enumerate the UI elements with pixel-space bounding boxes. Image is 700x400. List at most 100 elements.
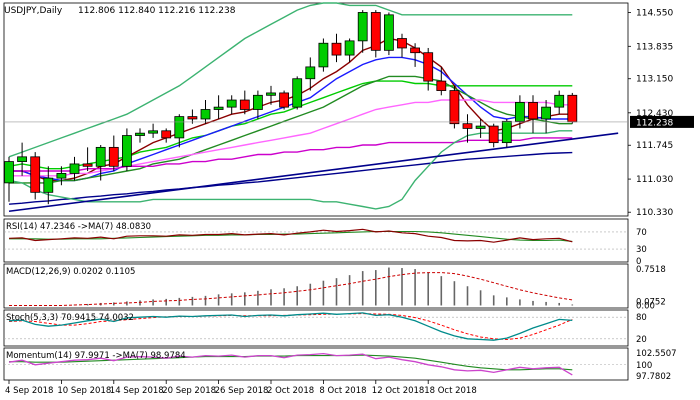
y-tick-label: 113.150 [636,75,673,85]
y-tick-label: 112.430 [636,109,673,119]
indicator-tick-label: 0 [636,257,641,267]
candle-body [252,94,263,110]
rsi-pane: 70 30 0 RSI(14) 47.2346 ->MA(7) 48.0830 [3,218,647,267]
rsi-pane-frame [3,218,629,263]
ma-line-4 [9,99,573,177]
stoch-k-line [8,312,573,341]
x-tick-label: 18 Oct 2018 [424,386,477,396]
x-tick-label: 2 Oct 2018 [267,386,314,396]
indicator-tick-label: 97.7802 [636,372,671,382]
y-tick-label: 111.030 [636,175,673,185]
trend-line [8,132,619,213]
candle-body [82,163,93,167]
indicator-tick-label: 102.5507 [636,349,677,359]
y-tick-label: 114.550 [636,8,673,18]
macd-pane-frame [3,263,629,309]
candle-body [515,102,525,122]
candle-body [475,125,486,129]
candle-body [69,163,80,174]
candle-body [174,116,185,139]
momentum-line [8,352,573,376]
candle-body [462,123,473,129]
candle-body [370,12,381,51]
indicator-label: RSI(14) 47.2346 ->MA(7) 48.0830 [6,222,151,232]
indicator-label: MACD(12,26,9) 0.0202 0.1105 [6,267,135,277]
candle-body [541,106,551,120]
indicator-tick-label: 0.00 [636,301,655,311]
candle-body [331,42,342,56]
candle-body [292,78,303,108]
x-tick-label: 12 Oct 2018 [372,386,425,396]
candle-body [423,52,434,82]
candle-body [305,66,316,80]
ma-line-3 [9,75,573,184]
candle-body [449,90,460,125]
rsi-ma-line [9,230,573,242]
last-price-tag [630,115,694,128]
indicator-tick-label: 70 [636,228,647,238]
x-tick-label: 14 Sep 2018 [110,386,164,396]
ma-line-7 [8,130,573,210]
candle-body [4,161,14,184]
candle-body [410,47,421,54]
candle-body [135,132,145,136]
candle-body [56,172,67,179]
candle-body [318,42,329,68]
indicator-tick-label: 100 [636,361,652,371]
ma-line-6 [8,151,573,205]
candle-body [122,135,132,167]
x-tick-label: 26 Sep 2018 [215,386,269,396]
last-price-label: 112.238 [636,118,673,128]
macd-signal-line [9,272,573,306]
candle-body [200,109,211,120]
indicator-tick-label: 20 [636,335,647,345]
y-tick-label: 113.835 [636,42,673,52]
candle-body [226,99,237,108]
candle-body [95,146,106,167]
candle-body [436,80,447,91]
candle-body [213,106,224,110]
x-tick-label: 4 Sep 2018 [5,386,53,396]
ma-line-2 [9,56,573,182]
symbol-title: USDJPY,Daily [4,6,63,16]
candle-body [187,116,198,120]
candle-body [528,102,538,120]
stoch-pane: 80 20 Stoch(5,3,3) 70.9415 74.0032 [3,309,647,347]
ma-line-5 [9,137,573,172]
x-tick-label: 20 Sep 2018 [162,386,216,396]
candle-body [239,99,250,110]
indicator-label: Stoch(5,3,3) 70.9415 74.0032 [6,313,134,323]
candle-body [357,12,368,42]
indicator-tick-label: 30 [636,245,647,255]
candle-body [161,130,172,139]
candle-body [17,156,28,162]
candle-body [148,130,159,134]
candle-body [554,94,565,108]
candle-body [567,94,578,123]
candle-body [266,92,276,96]
candle-body [383,14,394,51]
indicator-tick-label: 80 [636,313,647,323]
candle-body [397,38,407,49]
stoch-pane-frame [3,309,629,347]
candle-body [344,40,355,56]
price-frame [3,2,629,217]
x-tick-label: 8 Oct 2018 [319,386,366,396]
indicator-tick-label: 0.7518 [636,265,666,275]
candle-body [501,120,512,144]
candle-body [43,177,54,193]
y-tick-label: 110.330 [636,208,673,218]
price-pane: 114.550 113.835 113.150 112.430 111.745 111.0… [3,2,694,218]
candle-body [488,125,499,144]
rsi-line [8,228,573,243]
x-tick-label: 10 Sep 2018 [57,386,111,396]
candle-body [279,92,290,108]
y-tick-label: 111.745 [636,141,673,151]
ohlc-readout: 112.806 112.840 112.216 112.238 [78,6,236,16]
mom-pane-frame [3,347,629,381]
ma-line-8 [8,2,573,158]
